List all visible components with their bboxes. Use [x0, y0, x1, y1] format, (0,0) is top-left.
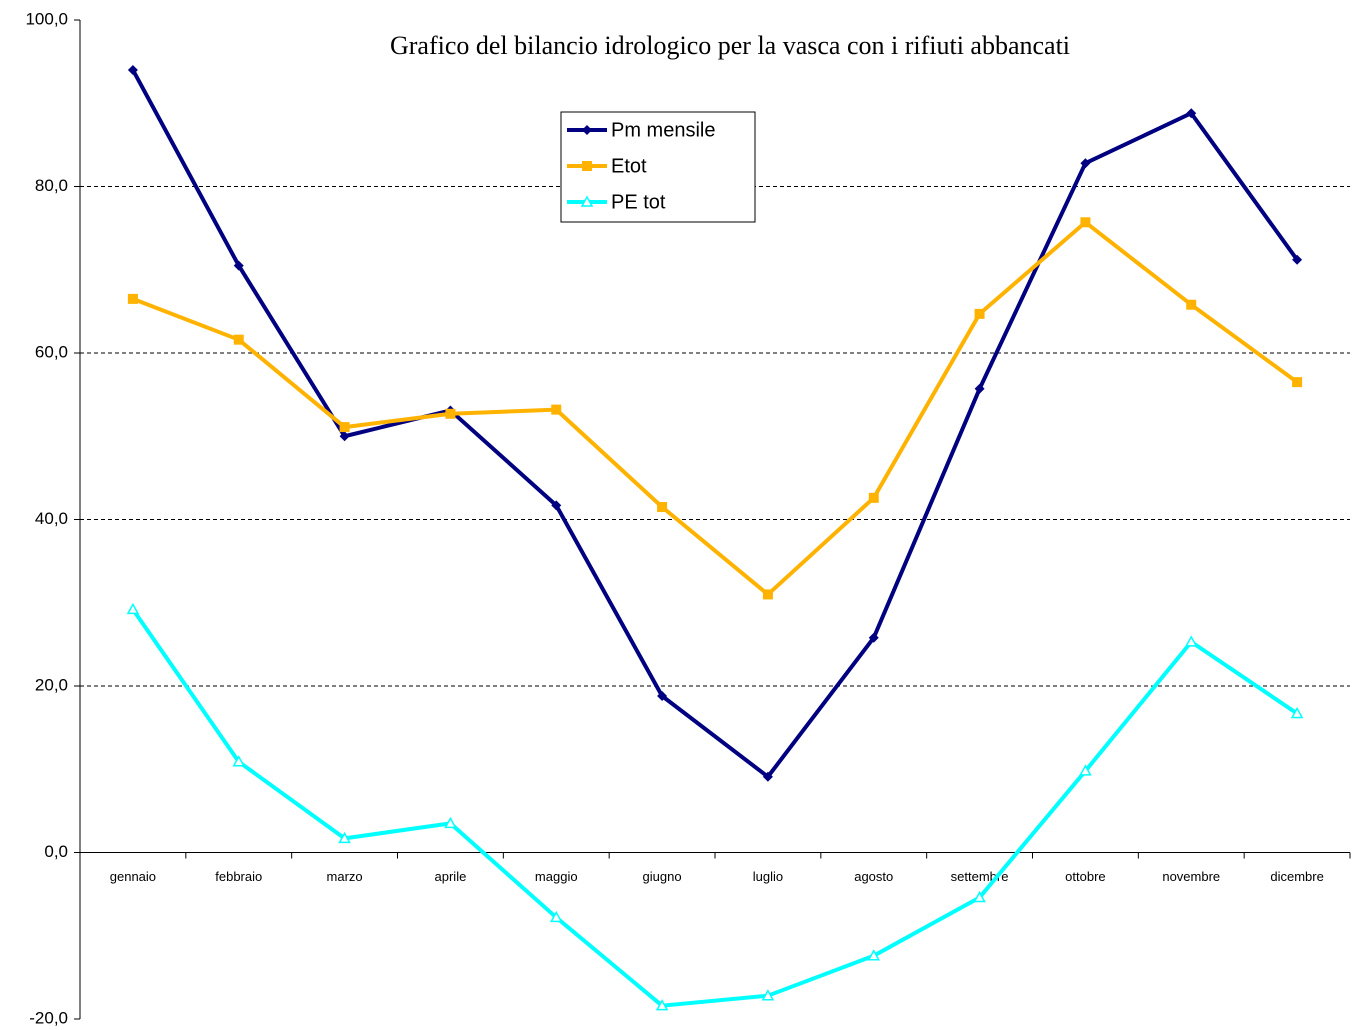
- x-tick-label: ottobre: [1065, 869, 1105, 884]
- data-point: [444, 816, 457, 829]
- legend-marker: [582, 161, 592, 171]
- x-tick-label: aprile: [435, 869, 467, 884]
- data-point: [1080, 158, 1091, 169]
- data-point: [1079, 764, 1092, 776]
- data-point: [445, 408, 456, 419]
- data-point: [1080, 217, 1091, 228]
- x-tick-label: gennaio: [110, 869, 156, 884]
- x-tick-label: maggio: [535, 869, 578, 884]
- x-tick-label: dicembre: [1270, 869, 1323, 884]
- y-tick-label: -20,0: [29, 1008, 68, 1027]
- data-point: [551, 404, 562, 415]
- data-point: [338, 831, 351, 844]
- x-tick-label: giugno: [643, 869, 682, 884]
- x-tick-label: febbraio: [215, 869, 262, 884]
- x-tick-label: luglio: [753, 869, 783, 884]
- data-point: [868, 632, 879, 643]
- legend-marker: [582, 125, 592, 135]
- y-tick-label: 60,0: [35, 342, 68, 361]
- data-point: [657, 502, 668, 513]
- data-point: [762, 771, 773, 782]
- data-point: [657, 690, 668, 701]
- legend-label: Pm mensile: [611, 119, 715, 141]
- data-point: [233, 334, 244, 345]
- y-tick-label: 20,0: [35, 675, 68, 694]
- x-tick-label: novembre: [1162, 869, 1220, 884]
- data-point: [232, 755, 246, 767]
- data-point: [127, 64, 138, 75]
- data-point: [126, 602, 140, 615]
- legend-label: Etot: [611, 155, 647, 177]
- data-point: [974, 308, 985, 319]
- data-point: [1292, 377, 1303, 388]
- data-point: [1186, 108, 1197, 119]
- data-point: [1184, 635, 1198, 647]
- data-point: [868, 492, 879, 503]
- data-point: [1186, 299, 1197, 310]
- data-point: [549, 910, 563, 923]
- data-point: [1292, 254, 1303, 265]
- data-point: [655, 999, 669, 1011]
- series-line: [132, 220, 1299, 597]
- data-point: [974, 383, 985, 394]
- data-point: [973, 890, 986, 903]
- y-tick-label: 40,0: [35, 509, 68, 528]
- chart-title: Grafico del bilancio idrologico per la v…: [390, 31, 1070, 60]
- x-tick-label: marzo: [327, 869, 363, 884]
- y-tick-label: 80,0: [35, 176, 68, 195]
- data-point: [127, 293, 138, 304]
- y-tick-label: 100,0: [25, 9, 68, 28]
- x-tick-label: agosto: [854, 869, 893, 884]
- data-point: [867, 949, 881, 961]
- y-tick-label: 0,0: [44, 842, 68, 861]
- legend-marker: [580, 195, 594, 207]
- data-point: [339, 422, 350, 433]
- data-point: [1290, 706, 1304, 719]
- data-point: [761, 989, 775, 1001]
- series-line: [131, 608, 1299, 1008]
- legend-label: PE tot: [611, 191, 666, 213]
- series-line: [131, 68, 1299, 779]
- data-point: [233, 260, 244, 271]
- data-point: [762, 589, 773, 600]
- data-point: [551, 500, 562, 511]
- data-point: [339, 431, 350, 442]
